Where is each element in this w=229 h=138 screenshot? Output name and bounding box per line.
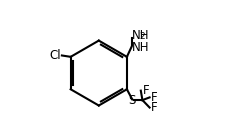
Text: NH: NH	[132, 41, 149, 54]
Text: 2: 2	[139, 32, 144, 41]
Text: S: S	[128, 94, 135, 107]
Text: F: F	[150, 101, 157, 114]
Text: NH: NH	[132, 29, 149, 42]
Text: Cl: Cl	[49, 49, 61, 62]
Text: F: F	[142, 84, 148, 97]
Text: F: F	[150, 91, 157, 104]
